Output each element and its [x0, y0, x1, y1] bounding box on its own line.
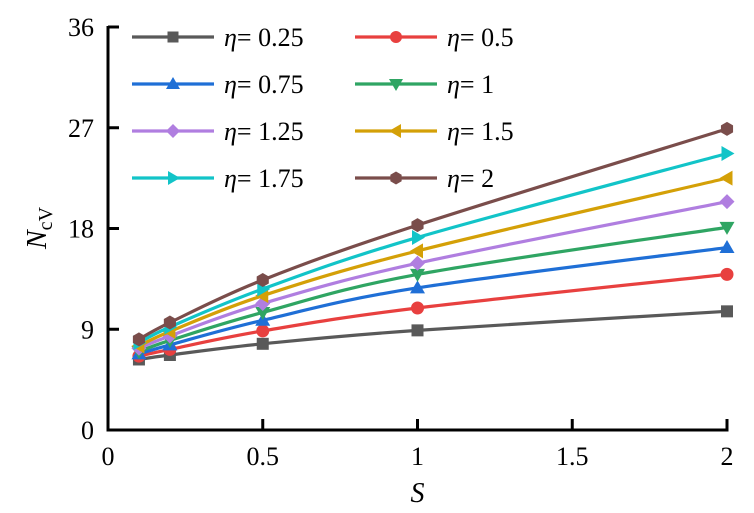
triangle-right-marker-icon — [412, 229, 425, 245]
diamond-marker-icon — [719, 194, 735, 210]
series-line — [138, 309, 728, 362]
triangle-right-marker-icon — [168, 171, 180, 185]
circle-marker-icon — [390, 31, 402, 43]
hexagon-marker-icon — [390, 171, 402, 185]
legend-label: η= 1.75 — [224, 164, 304, 193]
hexagon-marker-icon — [256, 272, 269, 287]
x-axis-title: S — [411, 478, 425, 509]
y-tick-label: 36 — [68, 13, 94, 42]
legend-item-eta-1.5: η= 1.5 — [355, 117, 514, 146]
triangle-down-marker-icon — [410, 268, 425, 282]
hexagon-marker-icon — [163, 315, 176, 330]
x-tick-label: 2 — [721, 442, 734, 471]
legend-label: η= 1 — [447, 70, 494, 99]
legend-label: η= 1.25 — [224, 117, 304, 146]
axes: 0 9 18 27 36 0 0.5 1 1.5 2 S NcV — [22, 13, 734, 509]
triangle-left-marker-icon — [389, 124, 401, 138]
triangle-right-marker-icon — [721, 145, 735, 161]
series-eta-0.25 — [132, 305, 733, 366]
legend-label: η= 1.5 — [447, 117, 514, 146]
y-tick-label: 9 — [81, 315, 94, 344]
x-tick-label: 1.5 — [556, 442, 589, 471]
hexagon-marker-icon — [720, 121, 734, 136]
y-tick-label: 18 — [68, 215, 94, 244]
triangle-left-marker-icon — [410, 243, 423, 259]
legend-item-eta-0.5: η= 0.5 — [355, 23, 514, 52]
square-marker-icon — [411, 324, 424, 337]
legend: η= 0.25 η= 0.5 η= 0.75 η= 1 η= 1.25 η= 1.5 η= … — [132, 23, 514, 193]
circle-marker-icon — [256, 324, 270, 338]
triangle-up-marker-icon — [719, 240, 735, 254]
series-eta-2 — [132, 121, 734, 347]
circle-marker-icon — [720, 267, 734, 281]
legend-item-eta-1.25: η= 1.25 — [132, 117, 304, 146]
diamond-marker-icon — [166, 124, 180, 138]
triangle-left-marker-icon — [719, 170, 733, 186]
legend-label: η= 0.25 — [224, 23, 304, 52]
square-marker-icon — [721, 305, 733, 318]
triangle-up-marker-icon — [166, 77, 180, 89]
triangle-down-marker-icon — [389, 79, 403, 91]
x-tick-label: 1 — [411, 442, 424, 471]
hexagon-marker-icon — [132, 332, 146, 347]
circle-marker-icon — [411, 301, 424, 315]
legend-item-eta-2: η= 2 — [355, 164, 494, 193]
series-line — [138, 200, 728, 350]
y-tick-label: 0 — [81, 416, 94, 445]
legend-item-eta-0.75: η= 0.75 — [132, 70, 304, 99]
y-tick-label: 27 — [68, 114, 94, 143]
hexagon-marker-icon — [411, 218, 424, 233]
series-eta-1.5 — [131, 170, 733, 354]
diamond-marker-icon — [410, 255, 425, 271]
legend-item-eta-1: η= 1 — [355, 70, 494, 99]
y-axis-title: NcV — [22, 206, 57, 250]
legend-label: η= 2 — [447, 164, 494, 193]
square-marker-icon — [256, 337, 269, 350]
x-tick-label: 0.5 — [247, 442, 280, 471]
square-marker-icon — [167, 31, 179, 43]
x-tick-label: 0 — [102, 442, 115, 471]
series-eta-0.75 — [131, 240, 735, 360]
triangle-down-marker-icon — [719, 221, 735, 235]
legend-item-eta-0.25: η= 0.25 — [132, 23, 304, 52]
triangle-up-marker-icon — [410, 280, 425, 294]
legend-label: η= 0.75 — [224, 70, 304, 99]
triangle-down-marker-icon — [255, 306, 271, 320]
series-line — [138, 176, 728, 348]
legend-label: η= 0.5 — [447, 23, 514, 52]
series-layer — [131, 121, 735, 366]
legend-item-eta-1.75: η= 1.75 — [132, 164, 304, 193]
